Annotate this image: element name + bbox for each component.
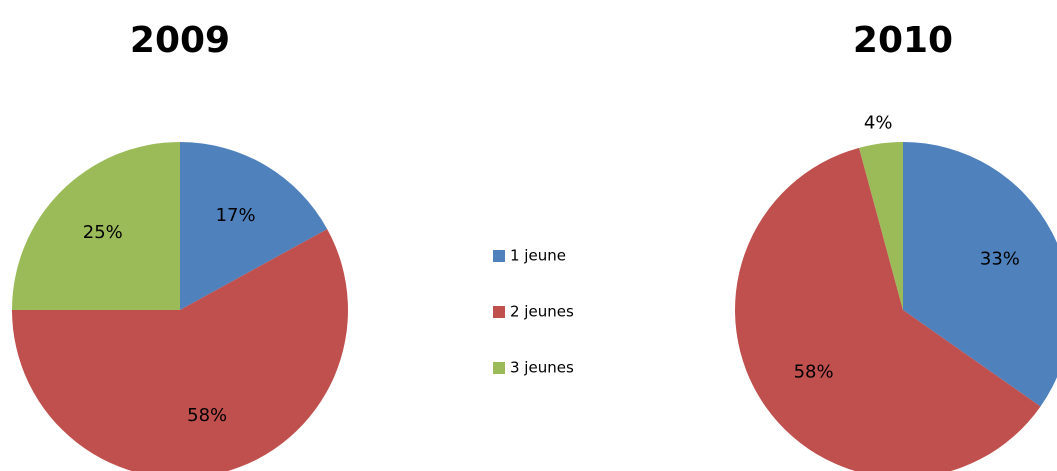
chart-title: 2010: [853, 20, 953, 61]
slice-label: 58%: [794, 362, 834, 383]
legend-label: 1 jeune: [510, 247, 566, 265]
legend-swatch: [493, 362, 505, 374]
legend-label: 2 jeunes: [510, 303, 574, 321]
pie-slice: [903, 142, 1057, 407]
pie-slice: [12, 142, 180, 310]
pie-slice: [12, 229, 348, 471]
pie-slice: [735, 147, 1041, 471]
legend-swatch: [493, 250, 505, 262]
chart-title: 2009: [130, 20, 230, 61]
pie-slice: [180, 142, 328, 310]
legend-swatch: [493, 306, 505, 318]
pie-slice: [859, 142, 903, 310]
slice-label: 4%: [864, 112, 893, 133]
slice-label: 17%: [216, 205, 256, 226]
slice-label: 33%: [980, 249, 1020, 270]
slice-label: 25%: [83, 222, 123, 243]
legend-label: 3 jeunes: [510, 359, 574, 377]
slice-label: 58%: [187, 405, 227, 426]
